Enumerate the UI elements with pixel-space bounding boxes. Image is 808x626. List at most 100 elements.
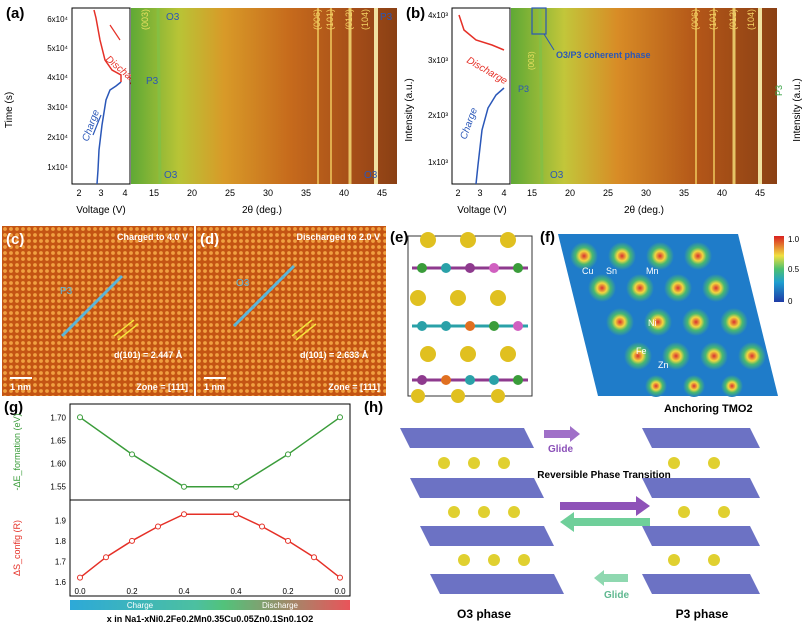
- g-ylabel-bottom: ΔS_config (R): [12, 520, 22, 576]
- g-ticks-top-2: 1.65: [50, 436, 66, 445]
- vtick-2: 2: [76, 188, 81, 198]
- g-ticks-bottom-3: 1.9: [55, 516, 67, 525]
- o3-structure: [400, 428, 564, 594]
- panel-f-svg: (f) Cu Sn Mn Ni Fe Zn 1.0 0.5 0: [540, 229, 800, 397]
- panel-b-svg: (b) Charge Discharge O3/P3 coherent phas…: [404, 5, 803, 216]
- discharge-arrow: [109, 24, 121, 41]
- charge-arrow: [92, 114, 102, 136]
- panel-c-zone: Zone = [111]: [136, 382, 188, 392]
- g-top-frame: [69, 403, 351, 501]
- ttick-45: 45: [377, 188, 387, 198]
- panel-g-label: (g): [4, 399, 23, 416]
- vtick-b-2: 2: [455, 188, 460, 198]
- element-zn: Zn: [658, 360, 669, 370]
- ttick-25: 25: [225, 188, 235, 198]
- peak-003-line-b: [538, 7, 544, 185]
- peak-006-label-b: (006): [690, 9, 700, 30]
- panel-c-phase: P3: [60, 286, 73, 297]
- panel-c-label: (c): [6, 231, 24, 248]
- vtick-b-3: 3: [477, 188, 482, 198]
- ytick-b-2: 2x10³: [428, 111, 448, 120]
- g-bottom-series-point-3: [155, 523, 161, 530]
- cbar-tick-05: 0.5: [788, 265, 800, 274]
- reverse-arrow: [560, 512, 650, 532]
- g-ylabel-top: -ΔE_formation (eV): [12, 413, 22, 490]
- charge-curve-b: [475, 87, 505, 185]
- coherent-phase-box: [531, 7, 547, 35]
- element-fe: Fe: [636, 346, 647, 356]
- panel-a-ylabel: Time (s): [4, 92, 15, 128]
- panel-g-svg: (g) -ΔE_formation (eV) ΔS_config (R) 1.5…: [4, 399, 351, 624]
- panel-h-label: (h): [364, 399, 383, 416]
- o3-lattice-line: [232, 264, 296, 328]
- panel-e-svg: (e): [390, 229, 533, 403]
- hrtem-image-c: [2, 226, 194, 396]
- g-top-series-line: [79, 416, 341, 488]
- g-top-series-point-1: [129, 451, 135, 458]
- ytick-3: 3x10⁴: [47, 103, 68, 112]
- g-ticks-top-1: 1.60: [50, 460, 66, 469]
- panel-f-label: (f): [540, 229, 555, 246]
- g-bottom-series-point-4: [181, 511, 187, 518]
- panel-d: (d) Discharged to 2.0 V O3 d(101) = 2.63…: [196, 226, 386, 396]
- na-layer-2: [410, 290, 506, 306]
- panel-a-xlabel-v: Voltage (V): [76, 205, 125, 216]
- phase-p3-mid: P3: [146, 76, 159, 87]
- panel-d-scale: 1 nm: [204, 382, 225, 392]
- transition-label: Reversible Phase Transition: [537, 470, 670, 481]
- ttick-b-15: 15: [527, 188, 537, 198]
- ytick-b-4: 4x10³: [428, 11, 448, 20]
- g-bottom-series-point-0: [77, 574, 83, 581]
- g-bottom-series-point-6: [259, 523, 265, 530]
- g-discharge-label: Discharge: [262, 601, 299, 610]
- g-bottom-series-line: [79, 513, 341, 579]
- panel-a-svg: (a) Charge Discharge (003) (006) (101) (…: [4, 5, 397, 216]
- cbar-tick-0: 0: [788, 297, 793, 306]
- glide-top-label: Glide: [548, 444, 573, 455]
- vtick-3: 3: [98, 188, 103, 198]
- element-ni: Ni: [648, 318, 657, 328]
- insitu-xrd-map-b: [511, 8, 777, 184]
- g-xtick-5: 0.0: [334, 587, 346, 596]
- elf-atoms: [570, 242, 766, 397]
- panel-e-label: (e): [390, 229, 408, 246]
- element-sn: Sn: [606, 266, 617, 276]
- g-xtick-1: 0.2: [126, 587, 138, 596]
- panel-a-label: (a): [6, 5, 24, 22]
- g-ticks-bottom-0: 1.6: [55, 578, 67, 587]
- g-xtick-2: 0.4: [178, 587, 190, 596]
- tmo2-layer-2: [412, 321, 528, 331]
- na-layer-3: [420, 346, 516, 362]
- ttick-b-20: 20: [565, 188, 575, 198]
- peak-101-label: (101): [325, 9, 335, 30]
- ttick-b-40: 40: [717, 188, 727, 198]
- panel-b-ylabel-right: Intensity (a.u.): [792, 78, 803, 141]
- ytick-1: 1x10⁴: [47, 163, 68, 172]
- ttick-15: 15: [149, 188, 159, 198]
- panel-b-xlabel-v: Voltage (V): [457, 205, 506, 216]
- ytick-b-3: 3x10³: [428, 56, 448, 65]
- peak-003-label: (003): [140, 9, 150, 30]
- panel-c-dspacing: d(101) = 2.447 Å: [114, 350, 183, 360]
- panel-b: (b) Charge Discharge O3/P3 coherent phas…: [404, 0, 808, 224]
- panel-h-svg: (h) Anchoring TMO2 Glide Reversible Phas…: [364, 399, 760, 621]
- peak-104-label-b: (104): [746, 9, 756, 30]
- g-charge-label: Charge: [127, 601, 154, 610]
- ttick-40: 40: [339, 188, 349, 198]
- g-ticks-bottom-2: 1.8: [55, 537, 67, 546]
- insitu-xrd-map: [131, 8, 397, 184]
- na-layer-top: [420, 232, 516, 248]
- p3-structure: [642, 428, 760, 594]
- ttick-b-45: 45: [755, 188, 765, 198]
- panel-f: (f) Cu Sn Mn Ni Fe Zn 1.0 0.5 0: [538, 226, 808, 404]
- ttick-b-35: 35: [679, 188, 689, 198]
- tmo2-layer-1: [412, 263, 528, 273]
- g-bottom-series-point-2: [129, 537, 135, 544]
- ytick-6: 6x10⁴: [47, 15, 68, 24]
- g-ticks-top-0: 1.55: [50, 483, 66, 492]
- panel-d-dspacing: d(101) = 2.633 Å: [300, 350, 369, 360]
- g-ticks-top-3: 1.70: [50, 413, 66, 422]
- unit-cell-box: [407, 235, 533, 397]
- g-top-series-point-2: [181, 483, 187, 490]
- glide-arrow-top: [544, 426, 580, 442]
